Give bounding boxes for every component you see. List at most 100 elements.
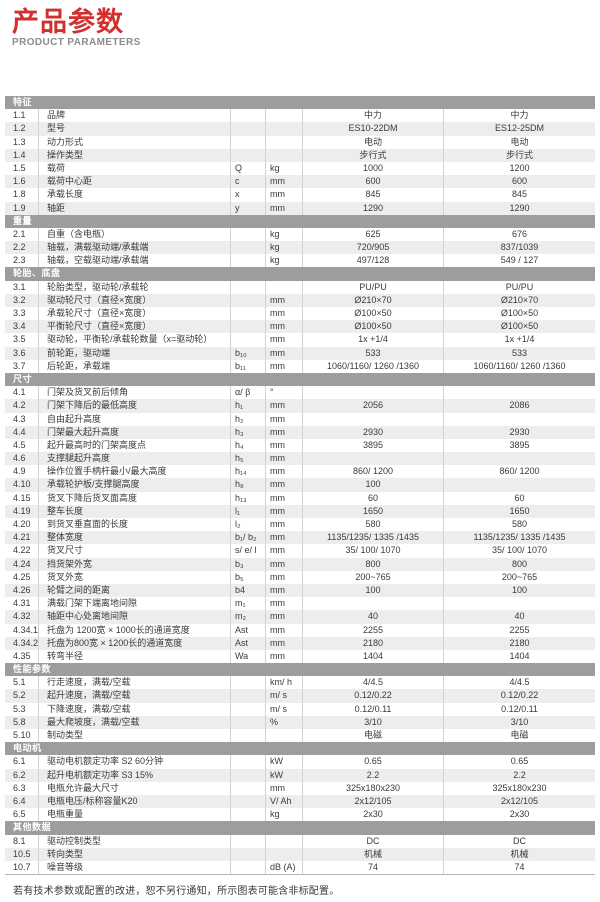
cell-index: 1.4 (13, 149, 26, 160)
cell-value-2 (443, 386, 595, 400)
cell-value-2: 200~765 (443, 570, 595, 584)
cell-index: 3.3 (13, 308, 26, 318)
table-row: 6.1 驱动电机额定功率 S2 60分钟 kW 0.65 0.65 (5, 755, 595, 769)
cell-value-2: 0.65 (443, 755, 595, 769)
footnote: 若有技术参数或配置的改进，恕不另行通知，所示图表可能含非标配置。 (13, 886, 340, 897)
cell-value-1: 600 (302, 175, 443, 189)
cell-unit: mm (265, 188, 302, 202)
cell-value-2: 1290 (443, 201, 595, 215)
cell-value-1 (302, 412, 443, 426)
cell-value-2: 3895 (443, 438, 595, 453)
cell-unit: mm (265, 438, 302, 453)
cell-value-1: Ø100×50 (302, 320, 443, 334)
cell-symbol: h₁₃ (230, 491, 265, 505)
cell-index: 5.1 (13, 677, 26, 688)
cell-index: 1.6 (13, 176, 26, 187)
cell-name: 承载轮尺寸（直径×宽度） (38, 307, 230, 321)
cell-unit: mm (265, 465, 302, 479)
table-row: 8.1 驱动控制类型 DC DC (5, 834, 595, 848)
cell-value-1: 3895 (302, 438, 443, 453)
cell-name: 起升最高时的门架高度点 (38, 438, 230, 453)
cell-value-1: 100 (302, 583, 443, 598)
cell-symbol (230, 241, 265, 255)
cell-unit: mm (265, 544, 302, 558)
cell-value-1: 200~765 (302, 570, 443, 584)
cell-value-2 (443, 478, 595, 492)
table-row: 5.3 下降速度，满载/空载 m/ s 0.12/0.11 0.12/0.11 (5, 702, 595, 716)
cell-value-1: 860/ 1200 (302, 465, 443, 479)
cell-name: 轮臂之间的距离 (38, 583, 230, 598)
cell-value-2: 40 (443, 610, 595, 624)
cell-index: 4.32 (13, 611, 31, 622)
cell-unit: m/ s (265, 702, 302, 716)
table-row: 3.6 前轮距，驱动端 b₁₀ mm 533 533 (5, 346, 595, 360)
table-row: 6.5 电瓶重量 kg 2x30 2x30 (5, 808, 595, 822)
cell-symbol (230, 860, 265, 875)
cell-symbol (230, 676, 265, 690)
cell-unit: mm (265, 649, 302, 664)
cell-value-2: 325x180x230 (443, 781, 595, 795)
cell-unit: mm (265, 201, 302, 215)
cell-name: 货叉尺寸 (38, 544, 230, 558)
cell-value-1: 机械 (302, 847, 443, 861)
cell-symbol (230, 320, 265, 334)
cell-value-1: 1000 (302, 161, 443, 176)
cell-symbol (230, 847, 265, 861)
cell-name: 驱动轮，平衡轮/承载轮数量（x=驱动轮） (38, 333, 230, 347)
cell-index: 4.2 (13, 400, 26, 411)
cell-name: 制动类型 (38, 729, 230, 743)
table-row: 1.3 动力形式 电动 电动 (5, 135, 595, 149)
cell-unit (265, 847, 302, 861)
cell-name: 操作位置手柄杆最小/最大高度 (38, 465, 230, 479)
cell-unit: mm (265, 359, 302, 373)
cell-value-1: 1x +1/4 (302, 333, 443, 347)
table-row: 4.22 货叉尺寸 s/ e/ l mm 35/ 100/ 1070 35/ 100/ 1… (5, 544, 595, 558)
cell-name: 满载门架下端离地间隙 (38, 597, 230, 611)
cell-value-1: 497/128 (302, 254, 443, 268)
cell-symbol (230, 109, 265, 123)
cell-name: 整车长度 (38, 504, 230, 518)
cell-value-1 (302, 452, 443, 466)
table-row: 4.24 挡货架外宽 b₃ mm 800 800 (5, 557, 595, 571)
cell-unit: kg (265, 808, 302, 822)
table-row: 6.3 电瓶允许最大尺寸 mm 325x180x230 325x180x230 (5, 781, 595, 795)
cell-unit: V/ Ah (265, 794, 302, 809)
cell-symbol: h₂ (230, 412, 265, 426)
cell-value-1: 580 (302, 518, 443, 532)
table-row: 6.4 电瓶电压/标称容量K20 V/ Ah 2x12/105 2x12/105 (5, 794, 595, 809)
cell-index: 4.20 (13, 519, 31, 529)
cell-value-1: 1290 (302, 201, 443, 215)
cell-value-2: 533 (443, 346, 595, 360)
cell-index: 2.3 (13, 255, 26, 266)
section-header: 轮胎、底盘 (5, 267, 595, 281)
cell-index: 4.22 (13, 545, 31, 556)
cell-name: 门架下降后的最低高度 (38, 399, 230, 413)
cell-index: 6.4 (13, 795, 26, 806)
cell-value-1: 2255 (302, 623, 443, 637)
table-row: 3.4 平衡轮尺寸（直径×宽度） mm Ø100×50 Ø100×50 (5, 320, 595, 334)
table-row: 5.8 最大爬坡度，满载/空载% 3/10 3/10 (5, 715, 595, 729)
cell-symbol: b₁/ b₂ (230, 531, 265, 545)
cell-symbol: b₃ (230, 557, 265, 571)
cell-value-1: Ø210×70 (302, 293, 443, 307)
table-row: 2.2 轴载，满载驱动端/承载端 kg 720/905 837/1039 (5, 241, 595, 255)
table-row: 4.6 支撑腿起升高度 h₅ mm (5, 452, 595, 466)
cell-symbol (230, 148, 265, 162)
cell-value-2: 2180 (443, 636, 595, 650)
cell-symbol: s/ e/ l (230, 544, 265, 558)
cell-unit (265, 135, 302, 149)
cell-value-1: 533 (302, 346, 443, 360)
cell-value-1 (302, 597, 443, 611)
cell-index: 4.3 (13, 413, 26, 424)
cell-unit (265, 148, 302, 162)
table-row: 4.1 门架及货叉前后倾角 α/ β ° (5, 386, 595, 400)
cell-index: 1.2 (13, 123, 26, 134)
table-row: 1.9 轴距 y mm 1290 1290 (5, 201, 595, 215)
cell-unit: mm (265, 518, 302, 532)
cell-value-2: 35/ 100/ 1070 (443, 544, 595, 558)
cell-symbol: m₂ (230, 610, 265, 624)
cell-index: 5.10 (13, 730, 31, 740)
cell-name: 自重（含电瓶） (38, 227, 230, 242)
cell-unit (265, 122, 302, 136)
cell-value-2: ES12-25DM (443, 122, 595, 136)
